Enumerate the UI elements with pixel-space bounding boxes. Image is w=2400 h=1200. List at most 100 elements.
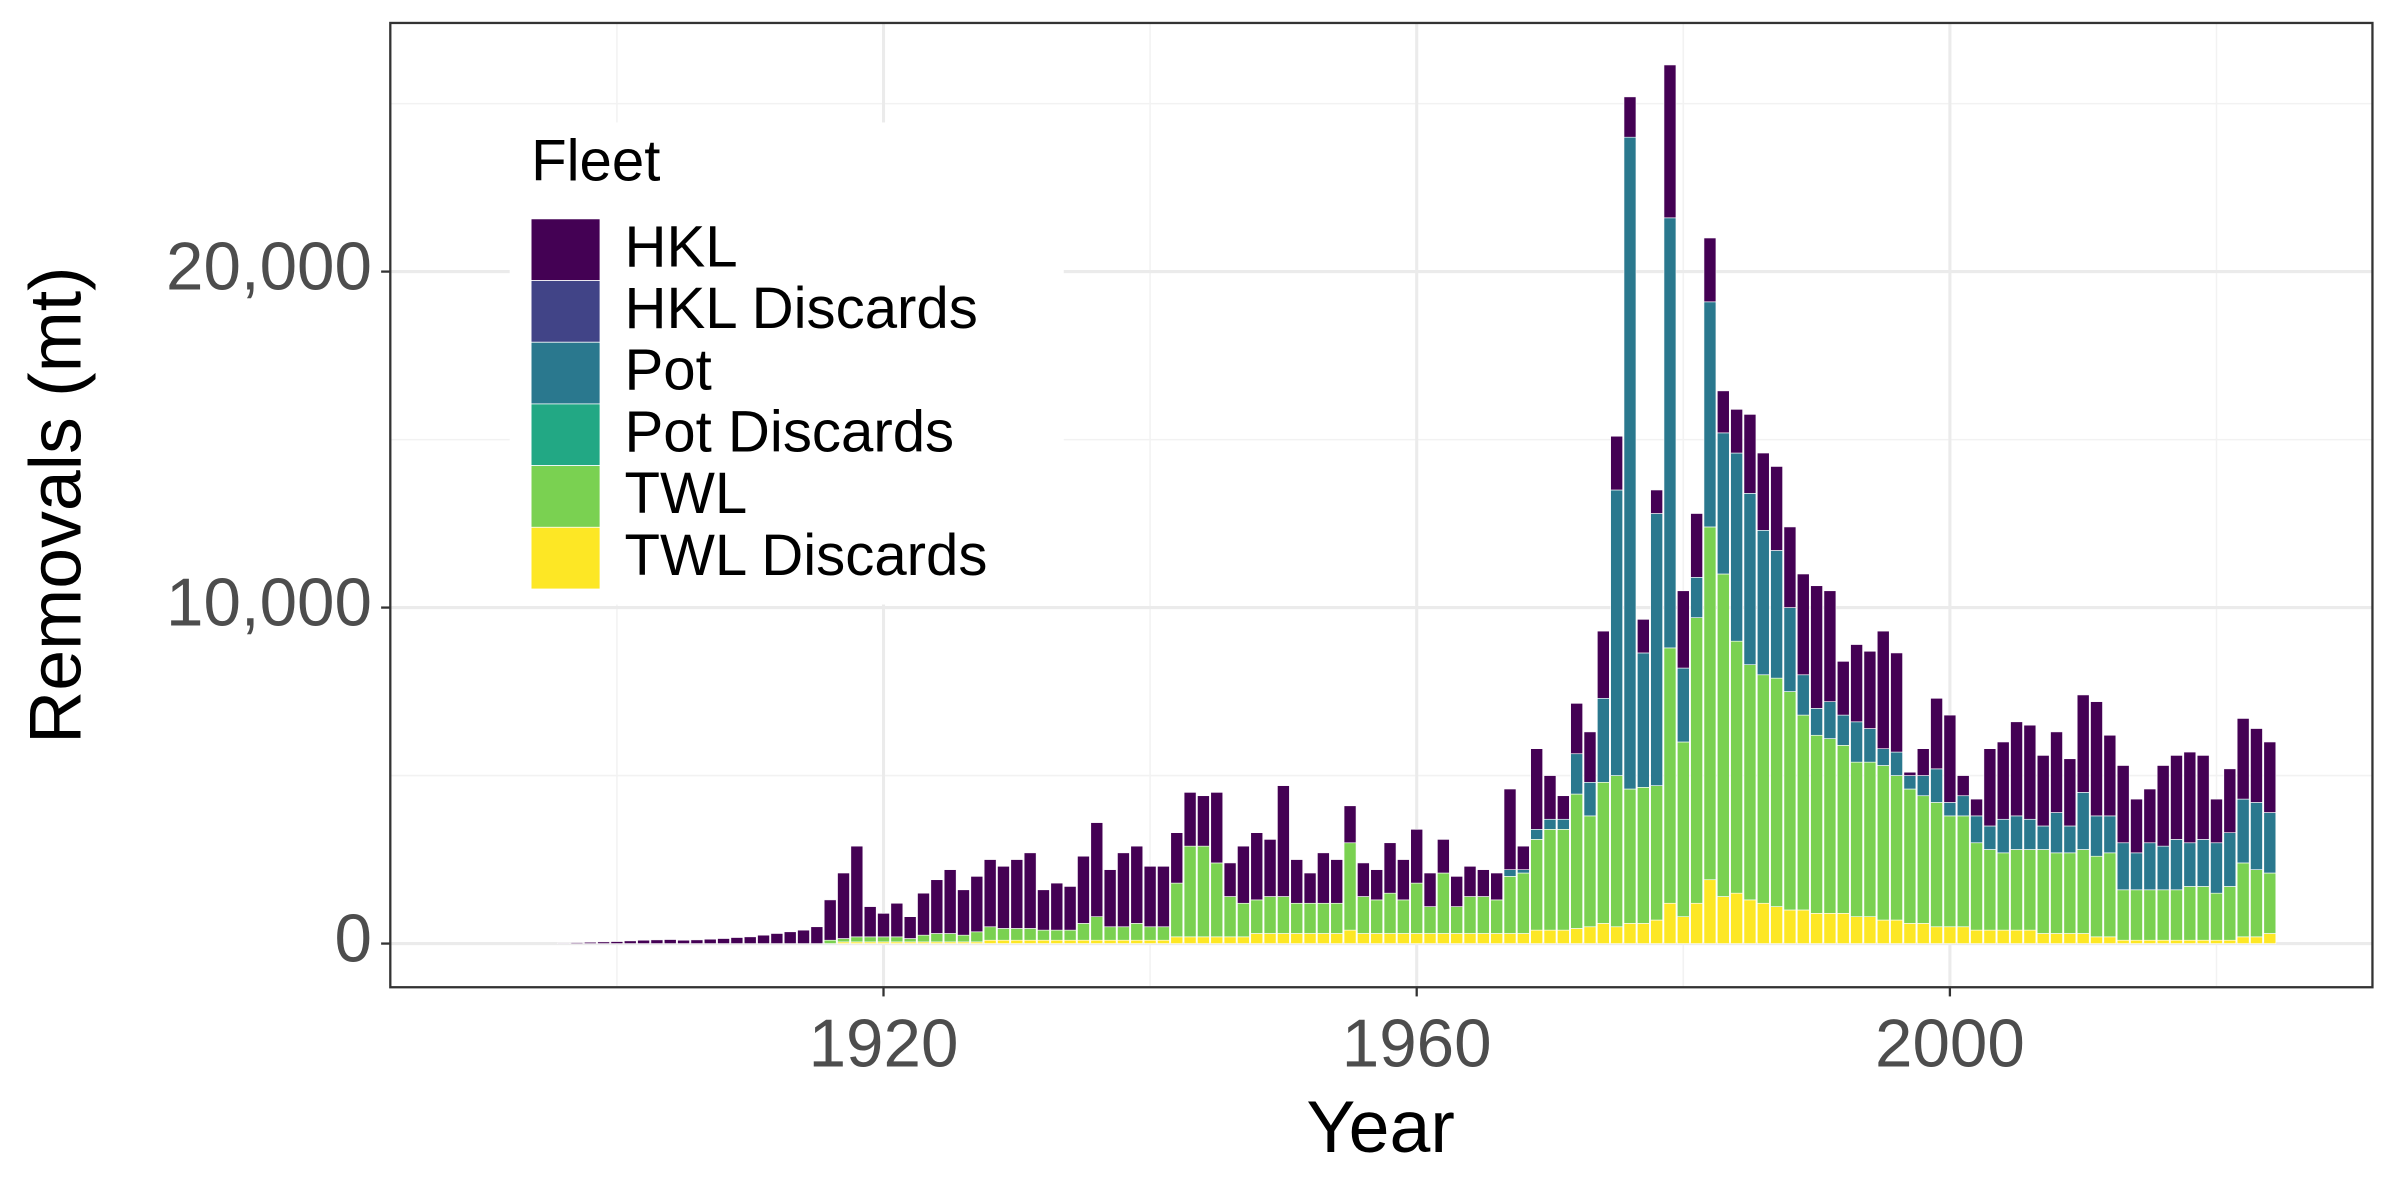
bar-segment bbox=[677, 939, 690, 944]
bar-segment bbox=[2143, 889, 2157, 941]
bar-segment bbox=[997, 939, 1010, 944]
bar-segment bbox=[2236, 798, 2250, 864]
bar-segment bbox=[2263, 741, 2277, 813]
bar-segment bbox=[1783, 691, 1797, 911]
legend-key bbox=[530, 465, 601, 528]
bar-segment bbox=[1663, 902, 1677, 944]
bar-segment bbox=[1543, 829, 1557, 931]
bar-segment bbox=[2116, 939, 2130, 944]
bar-segment bbox=[2036, 933, 2050, 944]
bar-segment bbox=[1970, 815, 1983, 844]
bar-segment bbox=[1437, 933, 1450, 944]
legend-label: TWL bbox=[624, 461, 747, 526]
bar-segment bbox=[1077, 855, 1090, 924]
bar-segment bbox=[1770, 906, 1783, 944]
bar-segment bbox=[1117, 926, 1130, 941]
bar-segment bbox=[783, 931, 797, 944]
bar-segment bbox=[1637, 619, 1650, 654]
bar-segment bbox=[1517, 845, 1530, 870]
bar-segment bbox=[997, 865, 1010, 929]
bar-segment bbox=[850, 936, 864, 943]
bar-segment bbox=[1077, 939, 1090, 944]
bar-segment bbox=[837, 938, 850, 943]
bar-segment bbox=[1183, 845, 1197, 938]
bar-segment bbox=[1517, 933, 1530, 944]
bar-segment bbox=[1330, 902, 1344, 934]
bar-segment bbox=[1117, 939, 1130, 944]
bar-segment bbox=[1530, 929, 1543, 944]
bar-segment bbox=[1823, 590, 1837, 702]
bar-segment bbox=[1010, 928, 1024, 941]
bar-segment bbox=[1343, 929, 1357, 944]
bar-segment bbox=[970, 931, 984, 943]
bar-segment bbox=[2250, 936, 2263, 944]
bar-segment bbox=[810, 926, 824, 944]
bar-segment bbox=[1743, 493, 1757, 666]
bar-segment bbox=[1663, 647, 1677, 904]
bar-segment bbox=[2210, 939, 2223, 944]
x-tick-label: 2000 bbox=[1875, 1006, 2025, 1081]
bar-segment bbox=[2036, 825, 2050, 850]
bar-segment bbox=[1090, 916, 1104, 941]
bar-segment bbox=[1756, 674, 1770, 904]
bar-segment bbox=[1823, 913, 1837, 944]
bar-segment bbox=[1423, 906, 1437, 934]
bar-segment bbox=[1637, 652, 1650, 788]
bar-segment bbox=[1703, 879, 1717, 944]
bar-segment bbox=[770, 933, 784, 944]
bar-segment bbox=[1783, 526, 1797, 608]
bar-segment bbox=[2170, 889, 2183, 941]
bar-segment bbox=[943, 933, 957, 943]
legend-key bbox=[530, 526, 601, 590]
bar-segment bbox=[1650, 489, 1663, 514]
bar-segment bbox=[650, 939, 664, 944]
bar-segment bbox=[2036, 755, 2050, 827]
bar-segment bbox=[1037, 939, 1050, 944]
bar-segment bbox=[1597, 630, 1610, 699]
bar-segment bbox=[1796, 674, 1810, 716]
bar-segment bbox=[1650, 919, 1663, 944]
bar-segment bbox=[2183, 939, 2197, 944]
bar-segment bbox=[2223, 886, 2237, 941]
bar-segment bbox=[1397, 933, 1410, 944]
bar-segment bbox=[823, 899, 837, 941]
bar-segment bbox=[1303, 902, 1317, 934]
bar-segment bbox=[1183, 936, 1197, 944]
bar-segment bbox=[903, 916, 917, 939]
bar-segment bbox=[2010, 815, 2023, 850]
bar-segment bbox=[1916, 748, 1930, 776]
bar-segment bbox=[2116, 765, 2130, 844]
bar-segment bbox=[2063, 825, 2077, 854]
bar-segment bbox=[1010, 939, 1024, 944]
bar-segment bbox=[1197, 845, 1210, 938]
bar-segment bbox=[2076, 792, 2090, 850]
bar-segment bbox=[1237, 936, 1250, 944]
bar-segment bbox=[957, 934, 970, 943]
bar-segment bbox=[1690, 513, 1703, 578]
bar-segment bbox=[1063, 939, 1077, 944]
bar-segment bbox=[1903, 775, 1917, 790]
bar-segment bbox=[2263, 812, 2277, 874]
bar-segment bbox=[637, 939, 650, 944]
bar-segment bbox=[1197, 936, 1210, 944]
y-tick-label: 20,000 bbox=[166, 229, 372, 304]
bar-segment bbox=[1170, 832, 1184, 884]
bar-segment bbox=[1850, 916, 1863, 944]
bar-segment bbox=[1263, 933, 1277, 944]
bar-segment bbox=[1663, 217, 1677, 649]
bar-segment bbox=[1730, 640, 1743, 894]
bar-segment bbox=[1863, 728, 1877, 763]
bar-segment bbox=[1916, 775, 1930, 797]
bar-segment bbox=[1250, 832, 1264, 901]
bar-segment bbox=[1850, 761, 1863, 917]
bar-segment bbox=[1183, 792, 1197, 847]
bar-segment bbox=[1903, 788, 1917, 924]
bar-segment bbox=[2210, 842, 2223, 894]
bar-segment bbox=[837, 872, 850, 939]
bar-segment bbox=[877, 936, 890, 943]
bar-segment bbox=[1410, 829, 1424, 884]
bar-segment bbox=[1570, 928, 1583, 944]
bar-segment bbox=[1956, 926, 1970, 944]
